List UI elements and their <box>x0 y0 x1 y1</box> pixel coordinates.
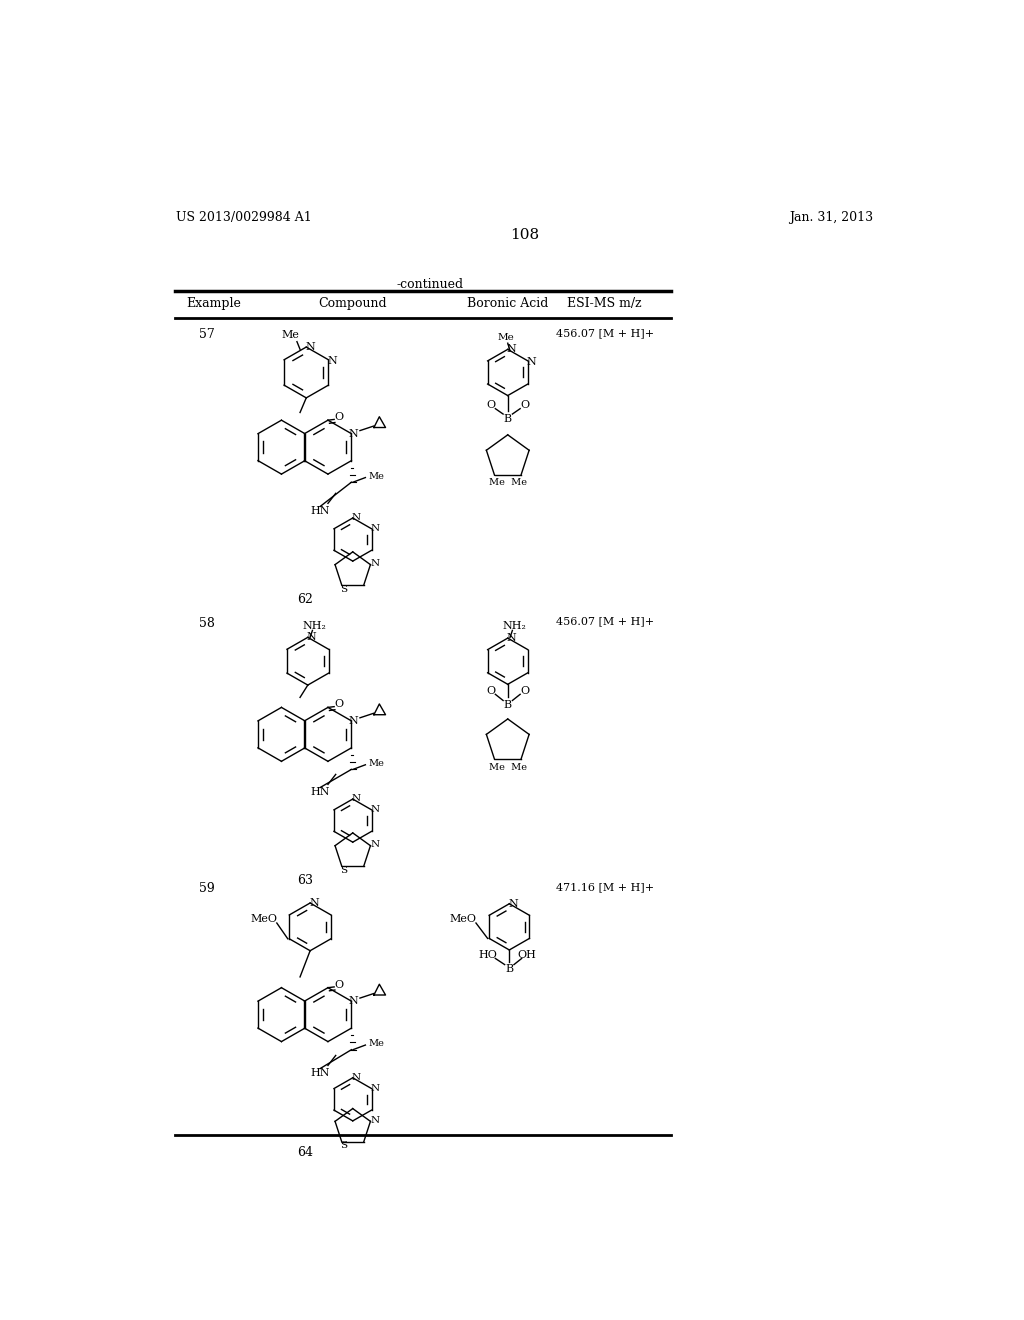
Text: Compound: Compound <box>318 297 387 310</box>
Text: 57: 57 <box>200 327 215 341</box>
Text: HN: HN <box>310 506 330 516</box>
Text: O: O <box>520 686 529 696</box>
Text: MeO: MeO <box>450 915 476 924</box>
Text: 58: 58 <box>200 616 215 630</box>
Text: 63: 63 <box>297 875 312 887</box>
Text: 59: 59 <box>200 882 215 895</box>
Text: 456.07 [M + H]+: 456.07 [M + H]+ <box>556 616 653 627</box>
Text: Example: Example <box>185 297 241 310</box>
Text: 456.07 [M + H]+: 456.07 [M + H]+ <box>556 327 653 338</box>
Text: Me  Me: Me Me <box>488 763 526 772</box>
Text: N: N <box>305 342 315 352</box>
Text: S: S <box>341 585 348 594</box>
Text: O: O <box>486 686 496 696</box>
Text: OH: OH <box>517 950 536 961</box>
Text: N: N <box>508 899 518 908</box>
Text: 471.16 [M + H]+: 471.16 [M + H]+ <box>556 882 653 892</box>
Text: O: O <box>334 412 343 422</box>
Text: O: O <box>486 400 496 409</box>
Text: N: N <box>371 841 380 849</box>
Text: Me  Me: Me Me <box>488 478 526 487</box>
Text: 108: 108 <box>510 227 540 242</box>
Text: O: O <box>334 700 343 709</box>
Text: N: N <box>371 805 380 814</box>
Text: N: N <box>307 632 316 643</box>
Text: N: N <box>349 429 358 438</box>
Text: B: B <box>505 964 513 974</box>
Text: ESI-MS m/z: ESI-MS m/z <box>567 297 642 310</box>
Text: HN: HN <box>310 1068 330 1078</box>
Text: 64: 64 <box>297 1146 312 1159</box>
Text: MeO: MeO <box>250 915 278 924</box>
Text: S: S <box>341 1142 348 1150</box>
Text: N: N <box>371 1084 380 1093</box>
Text: Me: Me <box>497 333 514 342</box>
Text: Me: Me <box>282 330 300 341</box>
Text: HN: HN <box>310 787 330 797</box>
Text: O: O <box>334 979 343 990</box>
Text: NH₂: NH₂ <box>302 620 326 631</box>
Text: N: N <box>371 1117 380 1125</box>
Text: B: B <box>504 413 512 424</box>
Text: N: N <box>349 997 358 1006</box>
Text: O: O <box>520 400 529 409</box>
Text: N: N <box>507 634 516 643</box>
Text: N: N <box>371 560 380 569</box>
Text: Me: Me <box>369 759 384 768</box>
Text: N: N <box>371 524 380 533</box>
Text: N: N <box>349 715 358 726</box>
Text: -continued: -continued <box>396 277 464 290</box>
Text: N: N <box>328 355 337 366</box>
Text: HO: HO <box>478 950 497 961</box>
Text: S: S <box>341 866 348 875</box>
Text: N: N <box>351 1073 360 1081</box>
Text: N: N <box>351 512 360 521</box>
Text: N: N <box>527 356 537 367</box>
Text: Me: Me <box>369 1039 384 1048</box>
Text: Boronic Acid: Boronic Acid <box>467 297 549 310</box>
Text: 62: 62 <box>297 594 312 606</box>
Text: NH₂: NH₂ <box>502 620 526 631</box>
Text: Jan. 31, 2013: Jan. 31, 2013 <box>790 211 873 224</box>
Text: US 2013/0029984 A1: US 2013/0029984 A1 <box>176 211 311 224</box>
Text: Me: Me <box>369 471 384 480</box>
Text: N: N <box>309 898 318 908</box>
Text: N: N <box>351 793 360 803</box>
Text: N: N <box>507 345 516 354</box>
Text: B: B <box>504 700 512 710</box>
